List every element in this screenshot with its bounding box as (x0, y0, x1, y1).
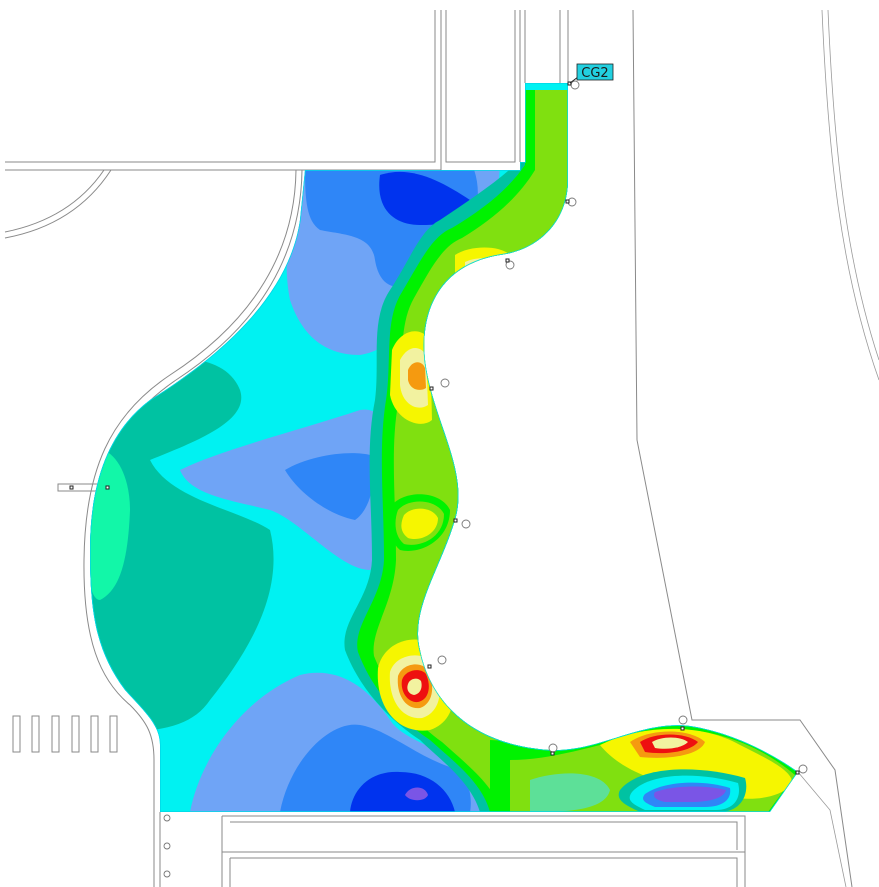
contour-blue-mid (285, 453, 374, 520)
light-posts (163, 80, 808, 878)
cg2-label-text: CG2 (581, 66, 608, 81)
contour-deepblue-top (379, 171, 475, 225)
base-linework (4, 9, 879, 887)
contour-teal-left (90, 357, 274, 732)
contour-lightblue-mid (180, 409, 397, 570)
contour-bottom-right (490, 721, 798, 812)
parking-stripes (12, 715, 118, 753)
cg2-label-tag[interactable]: CG2 (569, 63, 614, 84)
contour-deepblue-bottom (350, 771, 455, 812)
contour-purple-bottom (405, 787, 428, 801)
measure-points (69, 81, 800, 775)
